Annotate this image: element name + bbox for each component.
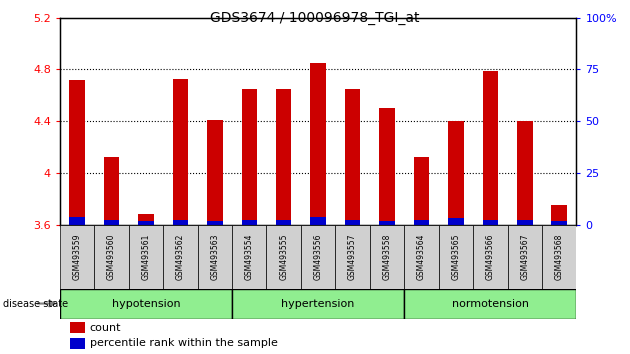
Bar bbox=[301, 225, 335, 289]
Text: GSM493554: GSM493554 bbox=[245, 233, 254, 280]
Bar bbox=[207, 221, 222, 225]
Bar bbox=[508, 225, 542, 289]
Bar bbox=[241, 89, 257, 225]
Bar bbox=[311, 63, 326, 225]
Text: GSM493563: GSM493563 bbox=[210, 233, 219, 280]
Bar bbox=[232, 225, 266, 289]
Bar bbox=[198, 225, 232, 289]
Bar bbox=[414, 219, 429, 225]
Bar bbox=[404, 289, 576, 319]
Bar bbox=[276, 89, 292, 225]
Bar bbox=[448, 121, 464, 225]
Bar bbox=[542, 225, 576, 289]
Bar bbox=[370, 225, 404, 289]
Bar bbox=[69, 217, 85, 225]
Text: GSM493556: GSM493556 bbox=[314, 233, 323, 280]
Bar bbox=[483, 219, 498, 225]
Bar bbox=[241, 219, 257, 225]
Bar bbox=[70, 338, 84, 349]
Bar bbox=[379, 108, 395, 225]
Bar bbox=[483, 71, 498, 225]
Bar bbox=[173, 219, 188, 225]
Bar bbox=[104, 158, 119, 225]
Text: disease state: disease state bbox=[3, 298, 68, 309]
Bar bbox=[138, 215, 154, 225]
Text: GSM493559: GSM493559 bbox=[72, 233, 81, 280]
Text: GSM493561: GSM493561 bbox=[142, 233, 151, 280]
Bar bbox=[517, 219, 532, 225]
Bar bbox=[473, 225, 508, 289]
Text: GSM493564: GSM493564 bbox=[417, 233, 426, 280]
Text: GSM493557: GSM493557 bbox=[348, 233, 357, 280]
Bar bbox=[414, 158, 429, 225]
Bar bbox=[207, 120, 222, 225]
Bar bbox=[438, 225, 473, 289]
Bar bbox=[551, 205, 567, 225]
Text: GSM493565: GSM493565 bbox=[452, 233, 461, 280]
Bar bbox=[163, 225, 198, 289]
Text: GSM493566: GSM493566 bbox=[486, 233, 495, 280]
Bar bbox=[404, 225, 438, 289]
Bar bbox=[69, 80, 85, 225]
Bar bbox=[345, 219, 360, 225]
Bar bbox=[311, 217, 326, 225]
Bar bbox=[138, 221, 154, 225]
Bar bbox=[276, 219, 292, 225]
Bar bbox=[335, 225, 370, 289]
Bar bbox=[173, 79, 188, 225]
Text: GSM493560: GSM493560 bbox=[107, 233, 116, 280]
Bar bbox=[266, 225, 301, 289]
Bar bbox=[94, 225, 129, 289]
Bar bbox=[448, 218, 464, 225]
Bar bbox=[129, 225, 163, 289]
Bar bbox=[232, 289, 404, 319]
Bar bbox=[104, 219, 119, 225]
Text: count: count bbox=[90, 322, 122, 332]
Text: GSM493567: GSM493567 bbox=[520, 233, 529, 280]
Bar bbox=[60, 289, 232, 319]
Bar bbox=[60, 225, 94, 289]
Bar bbox=[517, 121, 532, 225]
Text: normotension: normotension bbox=[452, 298, 529, 309]
Bar bbox=[379, 221, 395, 225]
Text: GSM493568: GSM493568 bbox=[555, 233, 564, 280]
Text: GDS3674 / 100096978_TGI_at: GDS3674 / 100096978_TGI_at bbox=[210, 11, 420, 25]
Text: GSM493562: GSM493562 bbox=[176, 233, 185, 280]
Text: hypertension: hypertension bbox=[282, 298, 355, 309]
Bar bbox=[551, 221, 567, 225]
Text: GSM493555: GSM493555 bbox=[279, 233, 288, 280]
Text: hypotension: hypotension bbox=[112, 298, 180, 309]
Text: percentile rank within the sample: percentile rank within the sample bbox=[90, 338, 278, 348]
Text: GSM493558: GSM493558 bbox=[382, 233, 391, 280]
Bar bbox=[345, 89, 360, 225]
Bar bbox=[70, 322, 84, 333]
